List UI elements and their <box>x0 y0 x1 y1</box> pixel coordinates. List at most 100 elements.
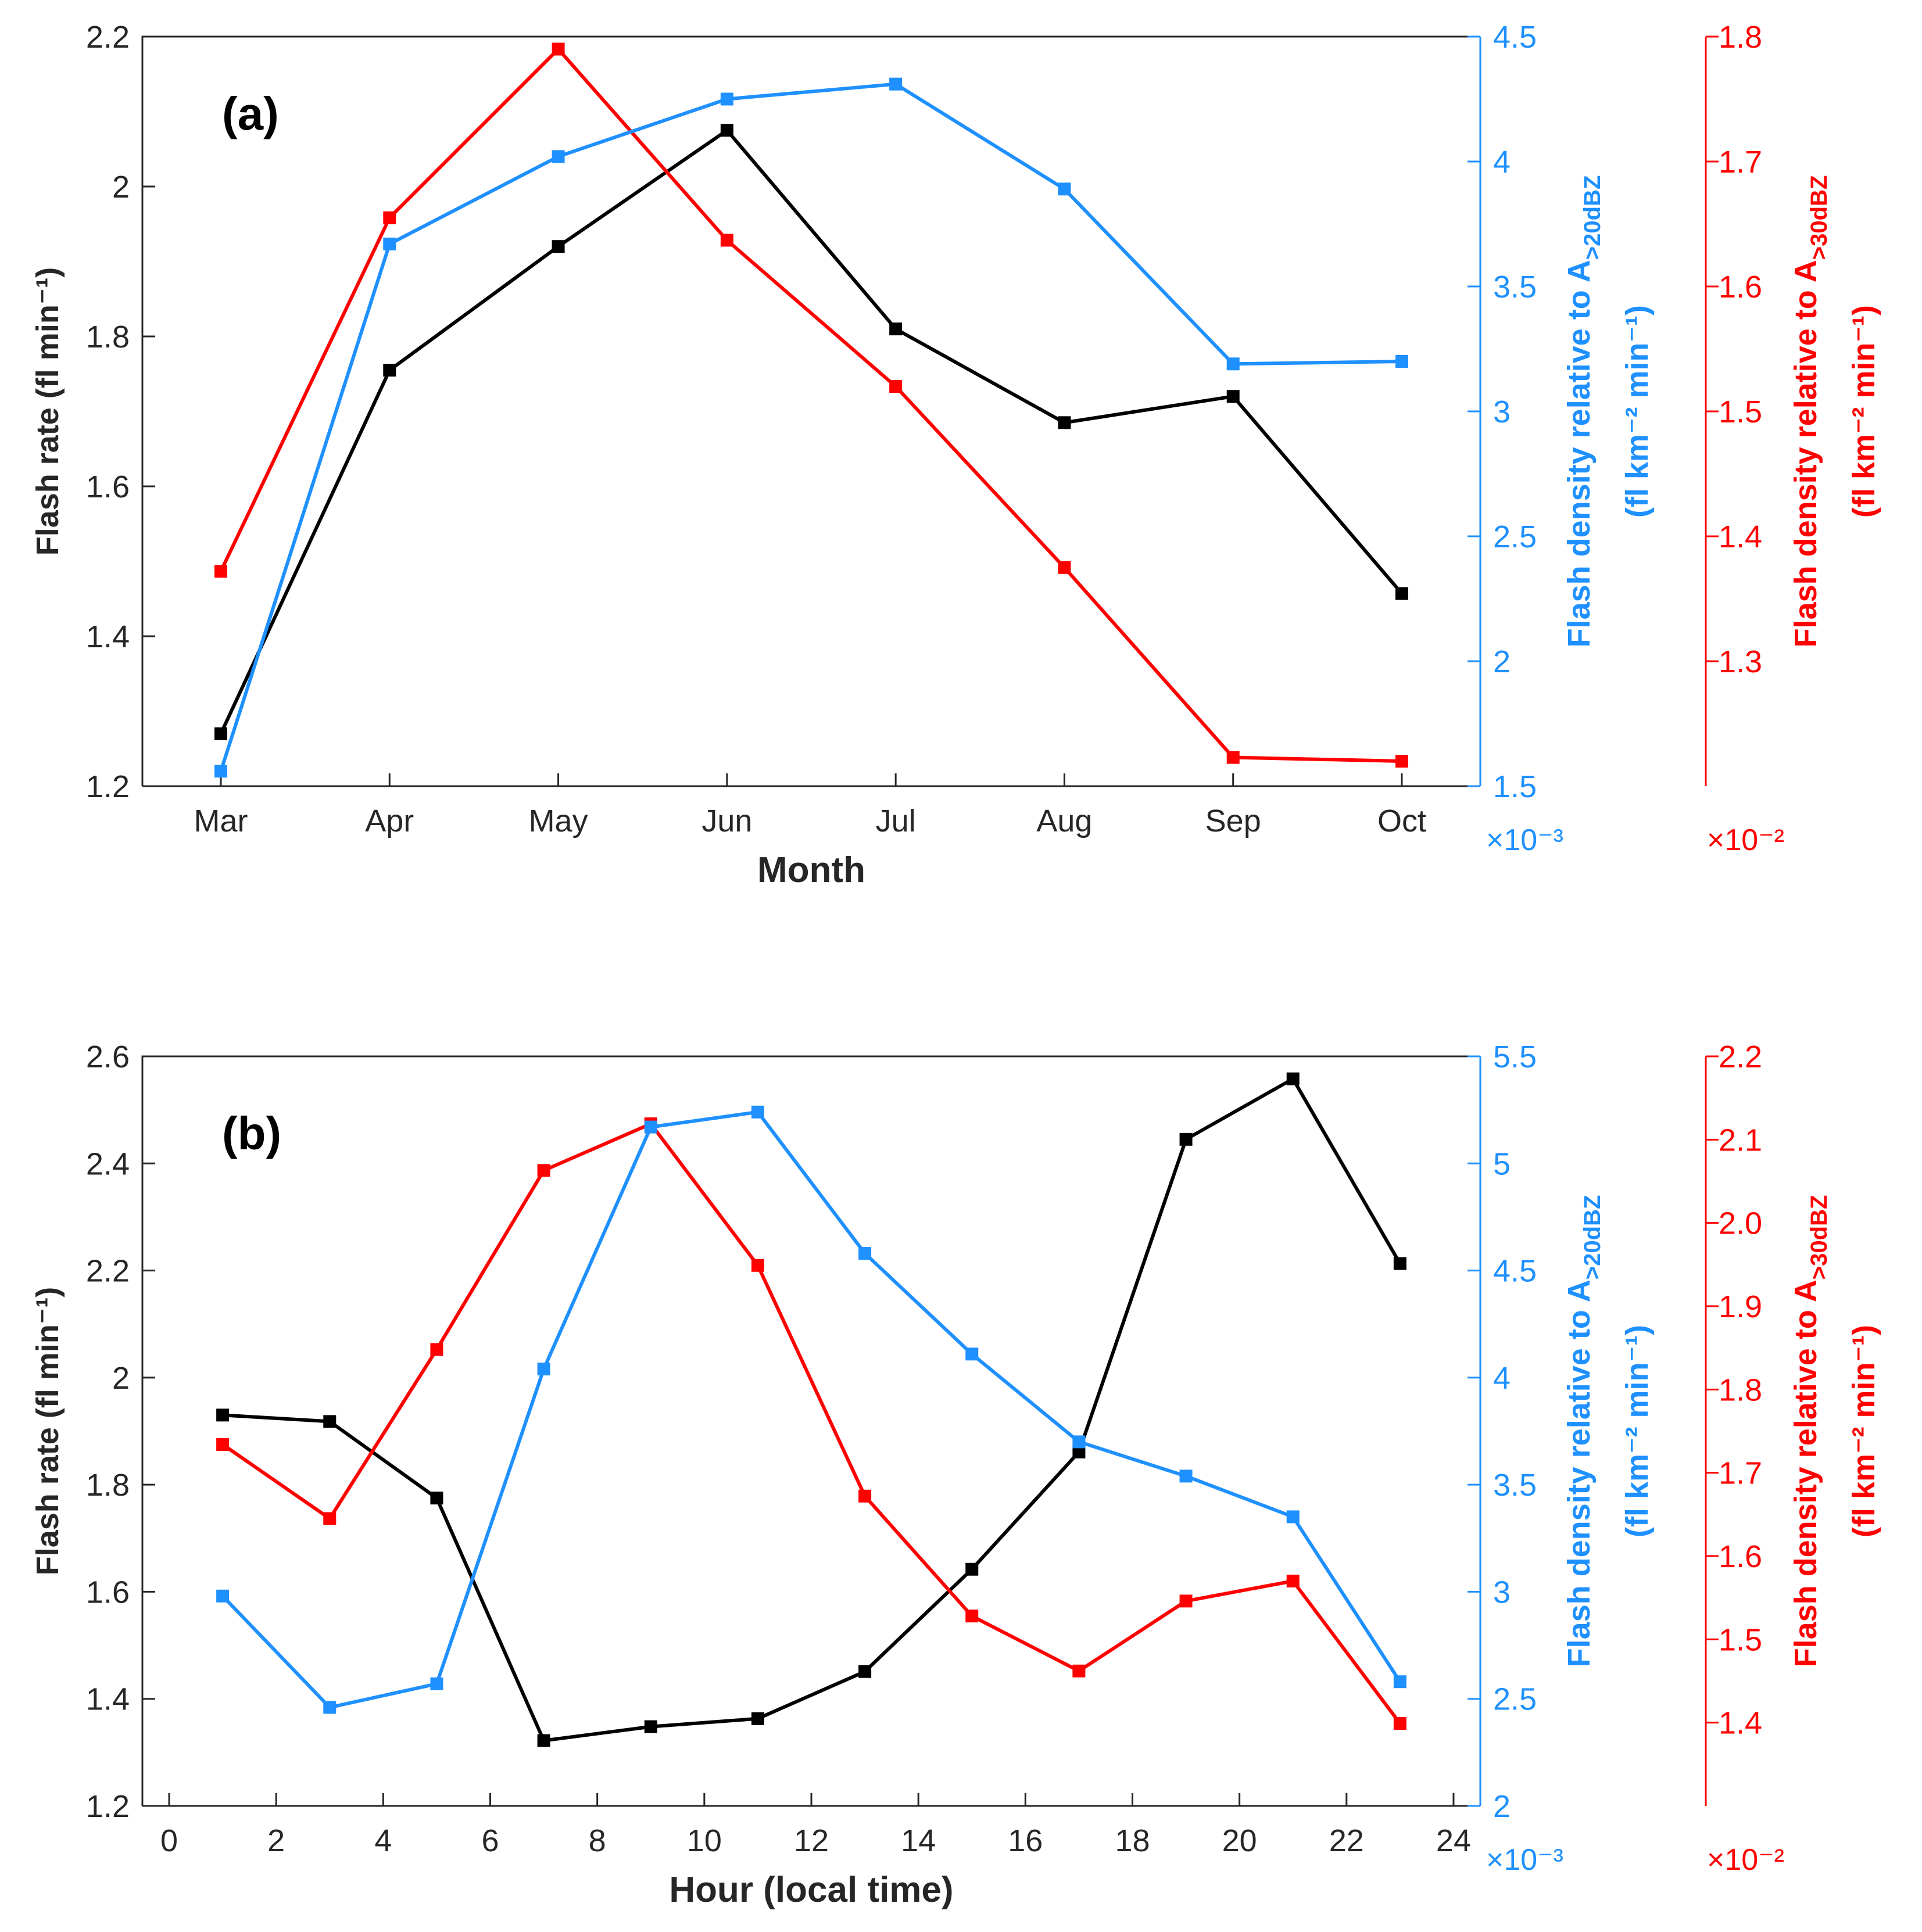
data-point-left <box>216 1408 230 1422</box>
right1-tick-label: 3.5 <box>1493 1468 1537 1503</box>
data-point-left <box>552 240 565 253</box>
left-tick-label: 1.4 <box>86 1682 130 1717</box>
data-point-right1 <box>323 1701 337 1714</box>
right2-tick-label: 1.3 <box>1719 644 1762 679</box>
data-point-left <box>1393 1257 1406 1270</box>
data-point-right2 <box>323 1512 337 1525</box>
x-tick-label: 22 <box>1329 1823 1364 1858</box>
data-point-right1 <box>858 1247 872 1260</box>
right1-exponent: ×10⁻³ <box>1486 823 1563 857</box>
right2-axis-units: (fl km⁻² min⁻¹) <box>1846 1325 1881 1537</box>
right1-tick-label: 2.5 <box>1493 519 1537 554</box>
data-point-right1 <box>214 765 227 778</box>
data-point-right1 <box>965 1347 979 1361</box>
x-tick-label: Oct <box>1377 804 1426 838</box>
right2-tick-label: 2.1 <box>1719 1123 1762 1157</box>
data-point-left <box>889 322 903 336</box>
data-point-left <box>1179 1132 1193 1146</box>
data-point-left <box>1286 1072 1300 1085</box>
data-point-right2 <box>1393 1717 1406 1730</box>
right1-tick-label: 5 <box>1493 1146 1511 1181</box>
data-point-right1 <box>537 1363 550 1376</box>
data-point-left <box>430 1492 443 1505</box>
right2-tick-label: 2.0 <box>1719 1206 1762 1241</box>
data-point-right2 <box>1395 755 1408 768</box>
data-point-left <box>965 1562 979 1576</box>
data-point-right2 <box>537 1164 550 1177</box>
right2-tick-label: 1.4 <box>1719 519 1762 554</box>
x-tick-label: 14 <box>901 1823 936 1858</box>
data-point-right2 <box>383 211 396 224</box>
right1-axis-title-main: Flash density relative to A <box>1562 1279 1597 1667</box>
x-tick-label: Sep <box>1205 804 1261 838</box>
right2-axis-title-main: Flash density relative to A <box>1788 1279 1823 1667</box>
data-point-left <box>720 124 733 137</box>
right1-axis-title: Flash density relative to A>20dBZ <box>1562 1195 1605 1668</box>
x-tick-label: 4 <box>374 1823 392 1858</box>
data-point-left <box>644 1720 657 1733</box>
right1-tick-label: 1.5 <box>1493 769 1537 804</box>
x-tick-label: 20 <box>1222 1823 1257 1858</box>
data-point-right1 <box>552 150 565 163</box>
right2-axis-units: (fl km⁻² min⁻¹) <box>1846 305 1881 518</box>
x-tick-label: 12 <box>794 1823 829 1858</box>
data-point-left <box>323 1415 337 1428</box>
right2-tick-label: 1.8 <box>1719 1372 1762 1407</box>
data-point-right1 <box>1226 357 1240 371</box>
data-point-right2 <box>214 565 227 578</box>
right1-tick-label: 4.5 <box>1493 1254 1537 1289</box>
x-tick-label: 16 <box>1008 1823 1043 1858</box>
data-point-right1 <box>1179 1469 1193 1483</box>
right2-tick-label: 1.7 <box>1719 1456 1762 1491</box>
right2-tick-label: 1.9 <box>1719 1289 1762 1324</box>
data-point-right1 <box>889 77 903 91</box>
right2-tick-label: 1.7 <box>1719 145 1762 180</box>
data-point-right1 <box>644 1120 657 1134</box>
right1-axis-title-sub: >20dBZ <box>1580 175 1605 260</box>
left-tick-label: 2 <box>112 1361 130 1396</box>
left-tick-label: 1.8 <box>86 320 130 354</box>
x-axis-title: Hour (local time) <box>669 1870 953 1910</box>
right2-tick-label: 2.2 <box>1719 1040 1762 1074</box>
x-tick-label: May <box>529 804 588 838</box>
data-point-right2 <box>552 42 565 56</box>
right2-axis-title-sub: >30dBZ <box>1806 175 1832 260</box>
left-tick-label: 2 <box>112 170 130 205</box>
right1-tick-label: 2 <box>1493 1789 1511 1824</box>
left-tick-label: 1.6 <box>86 1575 130 1610</box>
left-tick-label: 1.2 <box>86 769 130 804</box>
data-point-right2 <box>430 1343 443 1356</box>
right2-exponent: ×10⁻² <box>1707 823 1784 857</box>
data-point-left <box>1226 390 1240 403</box>
data-point-right1 <box>1286 1510 1300 1524</box>
right1-tick-label: 3 <box>1493 1575 1511 1610</box>
panel-label: (a) <box>222 88 279 139</box>
right1-axis-units: (fl km⁻² min⁻¹) <box>1620 1325 1655 1537</box>
left-axis-title: Flash rate (fl min⁻¹) <box>30 267 65 556</box>
right2-axis-title: Flash density relative to A>30dBZ <box>1788 1195 1832 1668</box>
x-tick-label: 18 <box>1115 1823 1150 1858</box>
panel-a: 1.2 1.4 1.6 1.8 2 2.2 Flash rate (fl min⁻¹) 1.5… <box>30 20 1881 890</box>
data-point-right1 <box>751 1105 764 1119</box>
data-point-right2 <box>1072 1664 1086 1677</box>
data-point-right2 <box>751 1259 764 1272</box>
right1-tick-label: 4 <box>1493 145 1511 180</box>
series-line-left <box>222 1077 1402 1743</box>
x-tick-label: 24 <box>1436 1823 1471 1858</box>
right1-axis-title-sub: >20dBZ <box>1580 1195 1605 1280</box>
left-tick-label: 1.4 <box>86 619 130 654</box>
right2-tick-label: 1.4 <box>1719 1706 1762 1741</box>
data-point-left <box>858 1665 872 1678</box>
left-tick-label: 2.4 <box>86 1146 130 1181</box>
right2-axis-title-sub: >30dBZ <box>1806 1195 1832 1280</box>
x-tick-label: Jul <box>876 804 916 838</box>
right1-exponent: ×10⁻³ <box>1486 1843 1563 1877</box>
data-point-left <box>214 727 227 740</box>
data-point-right2 <box>889 380 903 393</box>
data-point-left <box>537 1734 550 1747</box>
plot-frame <box>141 35 1480 786</box>
data-point-right1 <box>1395 355 1408 368</box>
data-point-left <box>751 1712 764 1725</box>
right2-exponent: ×10⁻² <box>1707 1843 1784 1877</box>
series-line-right2 <box>221 1122 1402 1725</box>
